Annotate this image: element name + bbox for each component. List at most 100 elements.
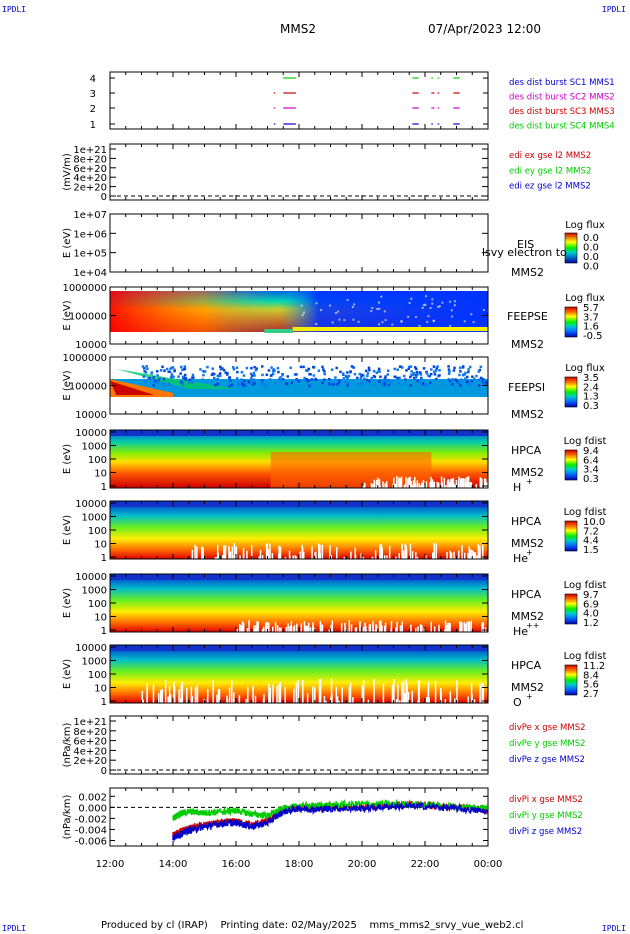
hpca_hepp-dropout <box>485 629 487 632</box>
feepsi-noise <box>364 369 368 373</box>
hpca_hepp-dropout <box>419 624 422 632</box>
hpca_he-dropout <box>411 551 414 559</box>
hpca_hepp-dropout <box>263 626 265 632</box>
hpca_he-dropout <box>191 549 194 559</box>
feepsi-noise <box>330 368 334 371</box>
hpca_o-dropout <box>473 699 476 703</box>
feepsi-noise <box>481 380 485 384</box>
feepsi-noise <box>478 368 482 372</box>
hpca_he-dropout <box>433 547 436 559</box>
corner-label-bottom-left: IPDLI <box>2 924 27 933</box>
hpca_o-ytick-label: 10 <box>94 684 107 695</box>
feepsi-spacecraft: MMS2 <box>511 408 544 421</box>
hpca_hepp-dropout <box>257 621 259 632</box>
feepse-noise <box>384 319 387 322</box>
plot-footer: Produced by cl (IRAP) Printing date: 02/… <box>101 920 524 931</box>
hpca_he-dropout <box>343 556 346 559</box>
hpca_o-dropout <box>325 700 327 703</box>
hpca_he-dropout <box>362 556 364 559</box>
edi-ytick-label: 1e+21 <box>73 145 107 156</box>
feepsi-noise <box>226 371 229 375</box>
hpca_hepp-dropout <box>287 623 289 632</box>
feepse-noise <box>328 304 331 307</box>
feepsi-noise <box>270 374 273 377</box>
feepsi-noise <box>142 375 146 378</box>
feepsi-noise <box>253 382 256 385</box>
hpca_he-cbar-tick: 7.2 <box>583 526 599 537</box>
hpca_o-dropout <box>428 697 430 703</box>
hpca_hepp-cbar-tick: 4.0 <box>583 609 599 620</box>
feepsi-noise <box>145 365 148 368</box>
feepsi-noise <box>295 377 298 381</box>
hpca_he-dropout <box>468 546 471 559</box>
hpca_o-colorbar <box>564 664 578 696</box>
feepsi-noise <box>466 375 469 379</box>
hpca_hepp-dropout <box>433 626 436 632</box>
feepse-noise <box>453 300 456 303</box>
hpca_he-dropout <box>223 544 225 559</box>
feepse-cbar-tick: -0.5 <box>583 331 603 342</box>
hpca_hepp-dropout <box>261 628 264 632</box>
hpca_o-dropout <box>312 686 314 703</box>
hpca_h-dropout <box>375 480 378 488</box>
divpe-ytick-label: 6e+20 <box>73 737 107 748</box>
hpca_he-dropout <box>269 543 271 559</box>
hpca_h-dropout <box>362 485 365 488</box>
corner-label-top-right: IPDLI <box>601 5 626 14</box>
feepsi-noise <box>345 375 348 378</box>
divpi-legend-entry: divPi z gse MMS2 <box>509 827 582 837</box>
hpca_h-dropout <box>384 483 386 488</box>
feepsi-noise <box>415 370 419 374</box>
hpca_he-dropout <box>446 551 448 559</box>
hpca_he-ytick-label: 10 <box>94 540 107 551</box>
divpe-legend-entry: divPe x gse MMS2 <box>509 723 586 733</box>
feepsi-noise <box>152 384 155 387</box>
hpca_h-warm <box>270 452 432 488</box>
feepsi-noise <box>470 379 474 383</box>
feepsi-noise <box>182 368 186 371</box>
hpca_he-dropout <box>228 546 230 559</box>
corner-label-top-left: IPDLI <box>2 5 27 14</box>
hpca_h-species: H <box>513 481 521 494</box>
feepsi-noise <box>216 377 220 381</box>
feepsi-cbar-tick: 0.3 <box>583 401 599 412</box>
feepsi-noise <box>168 370 172 374</box>
hpca_h-dropout <box>481 478 483 488</box>
feepsi-noise <box>478 378 481 381</box>
hpca_hepp-dropout <box>390 621 393 632</box>
hpca_h-colorbar <box>564 449 578 481</box>
hpca_h-dropout <box>403 484 406 488</box>
feepsi-noise <box>281 377 285 381</box>
hpca_h-dropout <box>464 478 466 488</box>
feepsi-noise <box>247 380 251 383</box>
feepsi-noise <box>462 373 465 377</box>
hpca_he-dropout <box>289 556 291 559</box>
feepsi-noise <box>261 373 264 377</box>
feepsi-noise <box>438 369 441 372</box>
feepsi-noise <box>181 381 184 384</box>
hpca_he-dropout <box>321 544 324 559</box>
hpca_he-dropout <box>371 556 374 559</box>
hpca_h-dropout <box>412 480 415 488</box>
eis-cbar-tick: 0.0 <box>583 243 599 254</box>
hpca_o-dropout <box>254 695 257 703</box>
hpca_h-cbar-tick: 0.3 <box>583 474 599 485</box>
feepsi-noise <box>332 383 336 386</box>
divpe-ytick-label: 0 <box>101 766 107 777</box>
hpca_hepp-dropout <box>375 624 378 632</box>
feepsi-noise <box>158 377 162 380</box>
hpca_h-dropout <box>455 479 458 488</box>
feepsi-noise <box>387 383 391 387</box>
feepsi-noise <box>240 378 243 381</box>
hpca_he-dropout <box>196 546 198 559</box>
feepsi-noise <box>467 370 470 374</box>
hpca_he-dropout <box>470 549 472 559</box>
feepsi-noise <box>150 371 154 374</box>
feepsi-colorbar <box>564 376 578 408</box>
feepse-noise <box>301 314 304 317</box>
feepsi-noise <box>321 381 324 385</box>
feepsi-noise <box>414 378 418 382</box>
feepsi-noise <box>464 377 467 380</box>
hpca_hepp-dropout <box>246 628 249 632</box>
feepsi-noise <box>429 381 432 384</box>
